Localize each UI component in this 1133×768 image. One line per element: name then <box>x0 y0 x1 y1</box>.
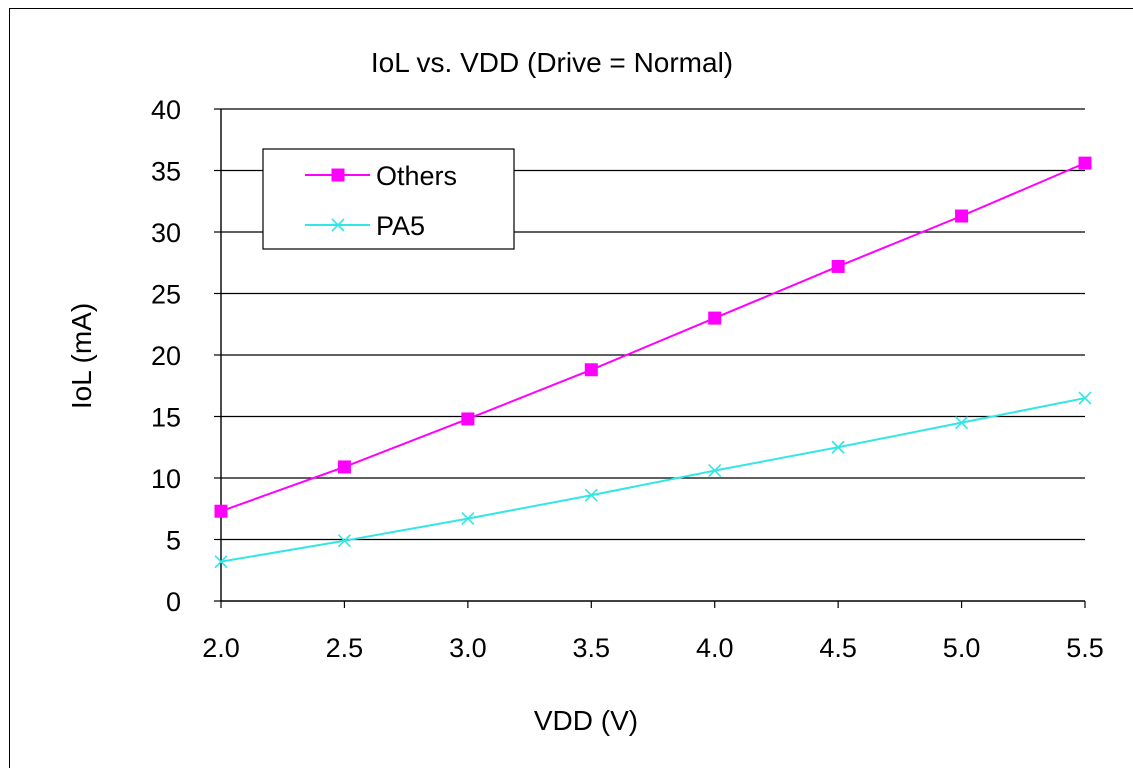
y-tick-label: 30 <box>151 218 181 248</box>
x-axis-label: VDD (V) <box>534 705 638 736</box>
data-point <box>214 504 228 518</box>
x-tick-label: 3.0 <box>449 633 487 663</box>
legend-box <box>262 148 515 250</box>
data-point <box>708 464 722 478</box>
x-tick-label: 5.5 <box>1066 633 1104 663</box>
x-tick-label: 5.0 <box>943 633 981 663</box>
x-tick-label: 4.0 <box>696 633 734 663</box>
legend-marker <box>331 218 345 232</box>
x-tick-label: 4.5 <box>819 633 857 663</box>
x-tick-label: 2.5 <box>326 633 364 663</box>
x-tick-label: 3.5 <box>573 633 611 663</box>
data-point <box>584 363 598 377</box>
data-point <box>831 259 845 273</box>
data-point <box>214 555 228 569</box>
data-point <box>955 209 969 223</box>
data-point <box>831 440 845 454</box>
series-group <box>214 156 1092 569</box>
y-tick-label: 20 <box>151 341 181 371</box>
y-tick-label: 5 <box>166 526 181 556</box>
axes <box>214 108 1086 608</box>
series-line <box>220 397 1086 563</box>
data-point <box>337 534 351 548</box>
legend-label: PA5 <box>376 211 425 241</box>
series-line <box>220 162 1086 513</box>
legend-marker <box>331 168 345 182</box>
data-point <box>1078 156 1092 170</box>
chart-title: IoL vs. VDD (Drive = Normal) <box>371 47 733 78</box>
legend-label: Others <box>376 161 457 191</box>
y-tick-label: 15 <box>151 403 181 433</box>
x-tick-label: 2.0 <box>202 633 240 663</box>
series-others <box>214 156 1092 518</box>
y-tick-label: 10 <box>151 464 181 494</box>
data-point <box>708 311 722 325</box>
chart-frame <box>9 8 1133 768</box>
y-tick-label: 40 <box>151 95 181 125</box>
y-tick-labels: 0 5 10 15 20 25 30 35 40 <box>151 95 181 617</box>
data-point <box>461 512 475 526</box>
gridlines <box>221 108 1085 541</box>
y-tick-label: 0 <box>166 587 181 617</box>
data-point <box>337 460 351 474</box>
y-tick-label: 25 <box>151 280 181 310</box>
series-pa5 <box>214 391 1092 569</box>
y-tick-label: 35 <box>151 157 181 187</box>
x-tick-labels: 2.0 2.5 3.0 3.5 4.0 4.5 5.0 5.5 <box>202 633 1104 663</box>
data-point <box>1078 391 1092 405</box>
data-point <box>955 416 969 430</box>
y-axis-label: IoL (mA) <box>66 303 97 409</box>
data-point <box>584 488 598 502</box>
data-point <box>461 412 475 426</box>
legend: Others PA5 <box>262 148 515 250</box>
